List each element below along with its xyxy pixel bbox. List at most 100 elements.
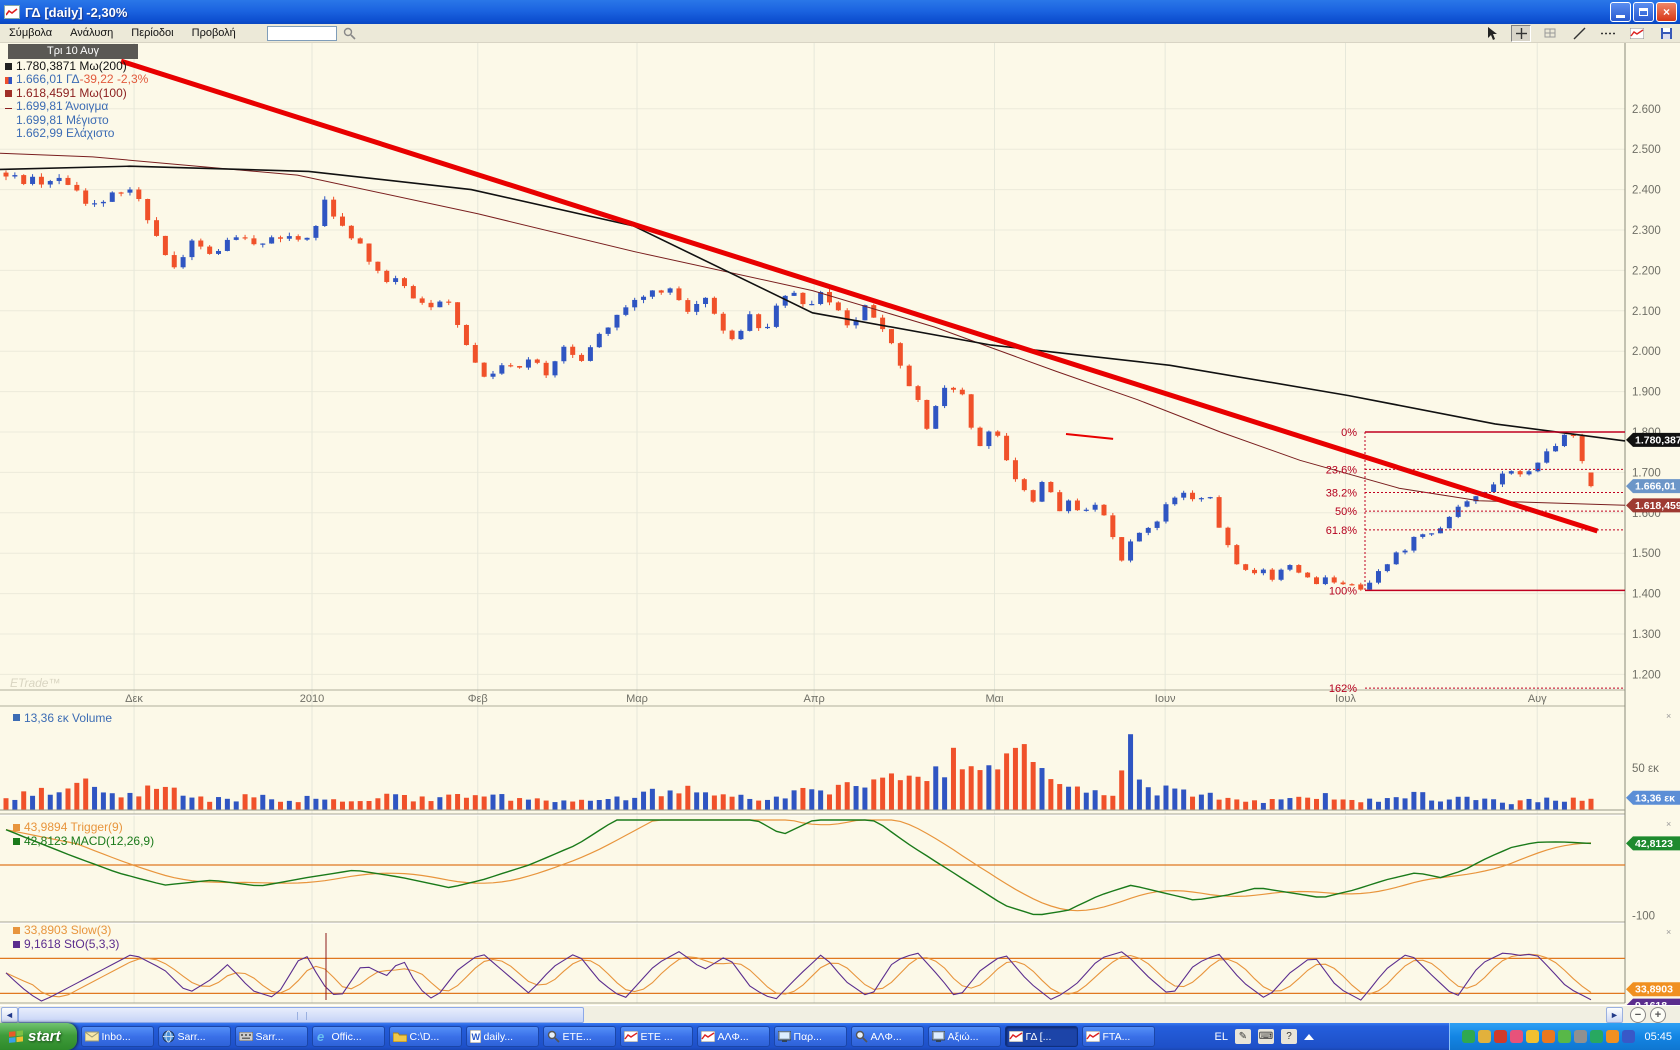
minimize-button[interactable] xyxy=(1610,2,1631,22)
menu-item-Ανάλυση[interactable]: Ανάλυση xyxy=(70,27,114,39)
folder-icon xyxy=(392,1031,407,1042)
volume-tag: 13,36 εκ xyxy=(1626,790,1680,805)
pane-close-icon[interactable]: × xyxy=(1666,711,1671,721)
taskbar-button-ΑΛΦ[interactable]: ΑΛΦ... xyxy=(850,1026,924,1047)
keyboard-icon[interactable]: ⌨ xyxy=(1257,1029,1274,1044)
down-trendline[interactable] xyxy=(120,58,1599,534)
mail-icon xyxy=(84,1031,99,1042)
gridlines xyxy=(0,43,1625,1003)
taskbar-button-CD[interactable]: C:\D... xyxy=(388,1026,462,1047)
chart-icon[interactable] xyxy=(1627,25,1647,42)
tray-icon[interactable] xyxy=(1478,1030,1492,1043)
taskbar-button-FTA[interactable]: FTA... xyxy=(1081,1026,1155,1047)
pen-icon[interactable]: ✎ xyxy=(1234,1029,1251,1044)
macd-tag: 42,8123 xyxy=(1626,836,1680,851)
chevron-up-icon[interactable] xyxy=(1303,1033,1314,1040)
candle-marker-icon xyxy=(5,76,12,84)
menu-item-Σύμβολα[interactable]: Σύμβολα xyxy=(9,27,53,39)
price-axis-label: 1.300 xyxy=(1632,629,1661,641)
app-chart-icon xyxy=(4,5,20,19)
date-tooltip: Τρι 10 Αυγ xyxy=(8,44,138,59)
horizontal-scrollbar: ◄ ► − + xyxy=(0,1005,1680,1023)
title-bar: ΓΔ [daily] -2,30% × xyxy=(0,0,1680,24)
square-marker-icon xyxy=(5,89,12,97)
svg-text:1.666,01: 1.666,01 xyxy=(1635,481,1676,493)
stoch-legend: 9,1618 StO(5,3,3) xyxy=(24,937,119,951)
price-axis-label: 2.000 xyxy=(1632,346,1661,358)
zoom-in-button[interactable]: + xyxy=(1650,1007,1666,1023)
taskbar-button-Sarr[interactable]: Sarr... xyxy=(157,1026,231,1047)
crosshair-icon[interactable] xyxy=(1511,25,1531,42)
scroll-thumb[interactable] xyxy=(18,1007,584,1023)
scroll-left-button[interactable]: ◄ xyxy=(1,1007,18,1023)
taskbar-button-Offic[interactable]: e Offic... xyxy=(311,1026,385,1047)
stoch-legend-marker xyxy=(13,941,20,948)
windows-logo-icon xyxy=(9,1029,23,1043)
start-button[interactable]: start xyxy=(0,1023,77,1050)
tray-icon[interactable] xyxy=(1574,1030,1588,1043)
taskbar-button-ETE[interactable]: ETE ... xyxy=(619,1026,693,1047)
svg-text:13,36 εκ: 13,36 εκ xyxy=(1635,792,1675,804)
ma200-line xyxy=(0,165,1626,442)
fibonacci-retracement[interactable]: 0% 23.6% 38.2% 50% 61.8% 100% 162% xyxy=(1326,427,1625,695)
zoom-out-button[interactable]: − xyxy=(1630,1007,1646,1023)
month-axis-label: Ιουλ xyxy=(1335,693,1356,705)
restore-button[interactable] xyxy=(1633,2,1654,22)
tray-icon[interactable] xyxy=(1622,1030,1636,1043)
menu-bar: Σύμβολα Ανάλυση Περίοδοι Προβολή xyxy=(0,24,1680,43)
macd-legend: 43,9894 Trigger(9) xyxy=(24,820,123,834)
globe-icon xyxy=(162,1030,175,1043)
watermark: ETrade™ xyxy=(10,676,61,690)
menu-item-Περίοδοι[interactable]: Περίοδοι xyxy=(131,27,174,39)
symbol-search-input[interactable] xyxy=(266,25,337,41)
tray-icon[interactable] xyxy=(1542,1030,1556,1043)
svg-text:9,1618: 9,1618 xyxy=(1635,1000,1667,1005)
pane-close-icon[interactable]: × xyxy=(1666,927,1671,937)
cursor-icon[interactable] xyxy=(1482,25,1502,42)
save-icon[interactable] xyxy=(1656,25,1676,42)
tray-icon[interactable] xyxy=(1590,1030,1604,1043)
stoch-legend: 33,8903 Slow(3) xyxy=(24,923,111,937)
chart-icon xyxy=(623,1031,638,1042)
taskbar-button-Παρ[interactable]: Παρ... xyxy=(773,1026,847,1047)
taskbar-button-Αξι[interactable]: Αξιώ... xyxy=(927,1026,1001,1047)
pane-close-icon[interactable]: × xyxy=(1666,819,1671,829)
close-button[interactable]: × xyxy=(1656,2,1677,22)
svg-text:e: e xyxy=(317,1030,324,1043)
svg-text:1.618,459: 1.618,459 xyxy=(1635,500,1680,512)
mini-trendline[interactable] xyxy=(1065,433,1114,440)
taskbar-button-ΑΛΦ[interactable]: ΑΛΦ... xyxy=(696,1026,770,1047)
price-axis-label: 2.400 xyxy=(1632,185,1661,197)
month-axis-label: Απρ xyxy=(804,693,825,705)
tray-icon[interactable] xyxy=(1510,1030,1524,1043)
taskbar-button-ETE[interactable]: ETE... xyxy=(542,1026,616,1047)
help-icon[interactable]: ? xyxy=(1280,1029,1297,1044)
start-label: start xyxy=(28,1028,61,1045)
trendline-icon[interactable] xyxy=(1569,25,1589,42)
menu-item-Προβολή[interactable]: Προβολή xyxy=(191,27,236,39)
tray-icon[interactable] xyxy=(1558,1030,1572,1043)
tray-icon[interactable] xyxy=(1526,1030,1540,1043)
worddoc-icon: W xyxy=(469,1030,481,1043)
chart-icon xyxy=(700,1031,715,1042)
macd-line xyxy=(5,819,1592,916)
search-icon[interactable] xyxy=(340,25,360,42)
taskbar-button-Inbo[interactable]: Inbo... xyxy=(80,1026,154,1047)
taskbar-button-Sarr[interactable]: Sarr... xyxy=(234,1026,308,1047)
dotted-line-icon[interactable] xyxy=(1598,25,1618,42)
tray-icon[interactable] xyxy=(1494,1030,1508,1043)
ma100-line xyxy=(0,152,1626,506)
language-indicator[interactable]: EL xyxy=(1214,1030,1228,1043)
month-axis-label: Μαρ xyxy=(626,693,648,705)
macd-legend-marker xyxy=(13,824,20,831)
fib-level-label: 100% xyxy=(1329,585,1357,597)
taskbar-button-ΓΔ[interactable]: ΓΔ [... xyxy=(1004,1026,1078,1047)
scroll-right-button[interactable]: ► xyxy=(1606,1007,1623,1023)
grid-icon[interactable] xyxy=(1540,25,1560,42)
svg-text:42,8123: 42,8123 xyxy=(1635,838,1673,850)
tray-icon[interactable] xyxy=(1606,1030,1620,1043)
tray-icon[interactable] xyxy=(1462,1030,1476,1043)
svg-text:33,8903: 33,8903 xyxy=(1635,984,1673,996)
